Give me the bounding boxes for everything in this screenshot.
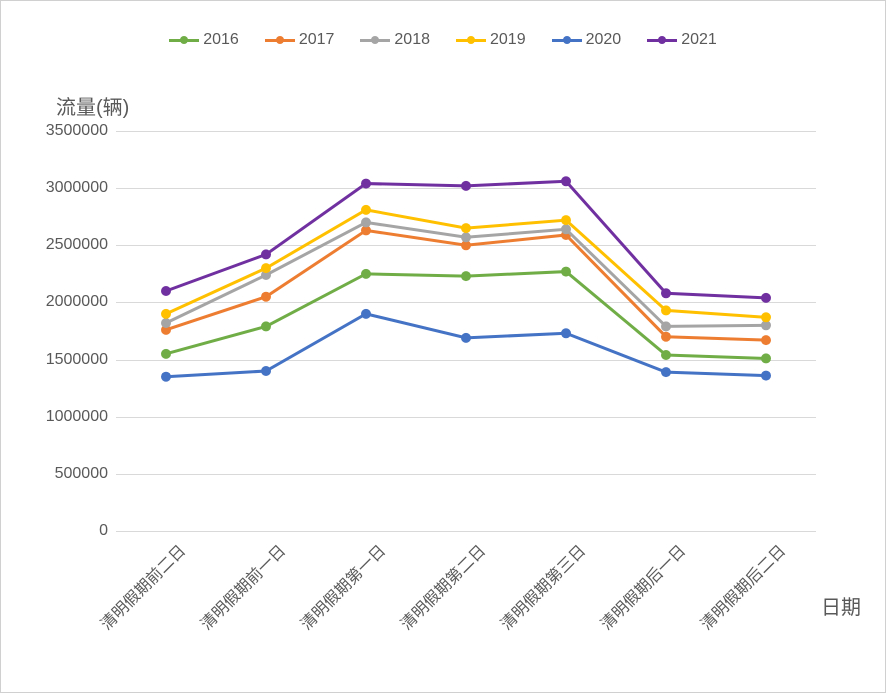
legend-line-icon (552, 39, 582, 42)
y-tick-label: 0 (99, 522, 116, 540)
data-point (561, 176, 571, 186)
legend-line-icon (265, 39, 295, 42)
legend-line-icon (169, 39, 199, 42)
data-point (461, 271, 471, 281)
data-point (561, 224, 571, 234)
legend-marker-icon (563, 36, 571, 44)
x-axis-title: 日期 (821, 591, 861, 620)
data-point (261, 366, 271, 376)
data-point (761, 371, 771, 381)
data-point (661, 367, 671, 377)
legend-item-2017: 2017 (265, 31, 335, 49)
x-tick-label: 清明假期第一日 (287, 531, 390, 634)
data-point (361, 217, 371, 227)
data-point (461, 181, 471, 191)
legend-item-2019: 2019 (456, 31, 526, 49)
legend-label: 2019 (490, 31, 526, 49)
data-point (461, 333, 471, 343)
data-point (561, 328, 571, 338)
data-point (261, 263, 271, 273)
legend-label: 2017 (299, 31, 335, 49)
data-point (661, 288, 671, 298)
data-point (461, 232, 471, 242)
data-point (761, 312, 771, 322)
y-tick-label: 2500000 (46, 236, 116, 254)
y-tick-label: 500000 (55, 465, 116, 483)
data-point (161, 318, 171, 328)
y-tick-label: 3500000 (46, 122, 116, 140)
legend-label: 2018 (394, 31, 430, 49)
x-tick-label: 清明假期后一日 (587, 531, 690, 634)
data-point (661, 350, 671, 360)
legend-line-icon (456, 39, 486, 42)
legend-label: 2021 (681, 31, 717, 49)
data-point (161, 309, 171, 319)
data-point (161, 349, 171, 359)
data-point (161, 286, 171, 296)
series-svg (116, 131, 816, 531)
legend-line-icon (360, 39, 390, 42)
y-axis-title: 流量(辆) (56, 91, 129, 120)
x-tick-label: 清明假期前一日 (187, 531, 290, 634)
y-tick-label: 2000000 (46, 293, 116, 311)
legend-marker-icon (371, 36, 379, 44)
plot-area: 0500000100000015000002000000250000030000… (116, 131, 816, 531)
data-point (361, 179, 371, 189)
legend-label: 2016 (203, 31, 239, 49)
legend-item-2020: 2020 (552, 31, 622, 49)
data-point (461, 223, 471, 233)
x-tick-label: 清明假期第三日 (487, 531, 590, 634)
y-tick-label: 1000000 (46, 408, 116, 426)
x-tick-label: 清明假期第二日 (387, 531, 490, 634)
series-line-2016 (166, 272, 766, 359)
legend-marker-icon (276, 36, 284, 44)
data-point (261, 249, 271, 259)
legend-marker-icon (658, 36, 666, 44)
legend: 2016 2017 2018 2019 2020 2021 (1, 31, 885, 49)
data-point (361, 205, 371, 215)
x-tick-label: 清明假期前二日 (87, 531, 190, 634)
y-tick-label: 3000000 (46, 179, 116, 197)
data-point (761, 353, 771, 363)
legend-line-icon (647, 39, 677, 42)
legend-marker-icon (467, 36, 475, 44)
data-point (661, 305, 671, 315)
legend-item-2016: 2016 (169, 31, 239, 49)
data-point (761, 335, 771, 345)
y-tick-label: 1500000 (46, 351, 116, 369)
data-point (561, 215, 571, 225)
legend-item-2021: 2021 (647, 31, 717, 49)
data-point (361, 309, 371, 319)
data-point (661, 332, 671, 342)
data-point (261, 292, 271, 302)
series-line-2020 (166, 314, 766, 377)
data-point (661, 321, 671, 331)
legend-label: 2020 (586, 31, 622, 49)
legend-item-2018: 2018 (360, 31, 430, 49)
traffic-line-chart: 201620172018201920202021 流量(辆) 日期 050000… (0, 0, 886, 693)
x-tick-label: 清明假期后二日 (687, 531, 790, 634)
data-point (161, 372, 171, 382)
legend-marker-icon (180, 36, 188, 44)
data-point (761, 293, 771, 303)
data-point (261, 321, 271, 331)
data-point (361, 269, 371, 279)
data-point (561, 267, 571, 277)
